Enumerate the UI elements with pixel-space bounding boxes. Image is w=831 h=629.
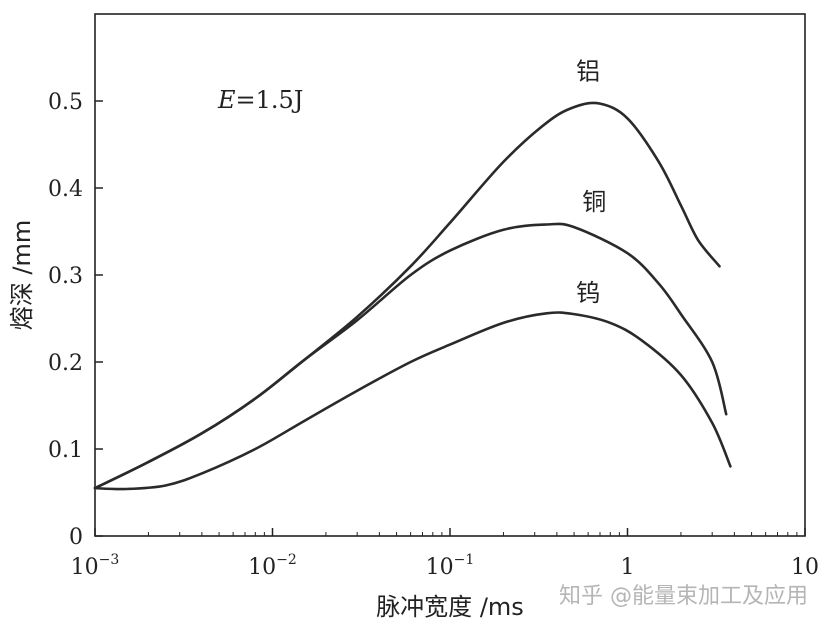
energy-annotation: E=1.5J bbox=[217, 86, 303, 114]
x-tick-label: 10−1 bbox=[426, 552, 475, 580]
series-line-aluminum bbox=[93, 101, 721, 490]
series-line-copper bbox=[93, 222, 728, 490]
series-line-tungsten bbox=[93, 311, 732, 491]
x-tick-label: 10 bbox=[791, 555, 819, 580]
y-tick-label: 0.5 bbox=[48, 90, 83, 115]
y-tick-label: 0 bbox=[69, 525, 83, 550]
series-labels: 铝铜钨 bbox=[576, 57, 606, 307]
y-tick-label: 0.1 bbox=[48, 438, 83, 463]
x-tick-label: 10−3 bbox=[71, 552, 120, 580]
y-axis-title: 熔深 /mm bbox=[8, 220, 36, 330]
x-axis-ticks: 10−3 10−2 10−1 1 10 bbox=[71, 528, 819, 580]
y-tick-label: 0.2 bbox=[48, 351, 83, 376]
x-tick-label: 1 bbox=[621, 555, 635, 580]
series-lines bbox=[93, 101, 732, 491]
series-label-tungsten: 钨 bbox=[576, 279, 600, 307]
x-axis-title: 脉冲宽度 /ms bbox=[376, 593, 524, 621]
y-tick-label: 0.4 bbox=[48, 177, 83, 202]
x-tick-label: 10−2 bbox=[248, 552, 297, 580]
series-label-copper: 铜 bbox=[582, 188, 606, 216]
y-tick-label: 0.3 bbox=[48, 264, 83, 289]
watermark: 知乎 @能量束加工及应用 bbox=[559, 584, 808, 609]
y-axis-ticks: 0 0.1 0.2 0.3 0.4 0.5 bbox=[48, 90, 103, 550]
series-label-aluminum: 铝 bbox=[576, 57, 600, 85]
plot-frame bbox=[94, 13, 806, 537]
